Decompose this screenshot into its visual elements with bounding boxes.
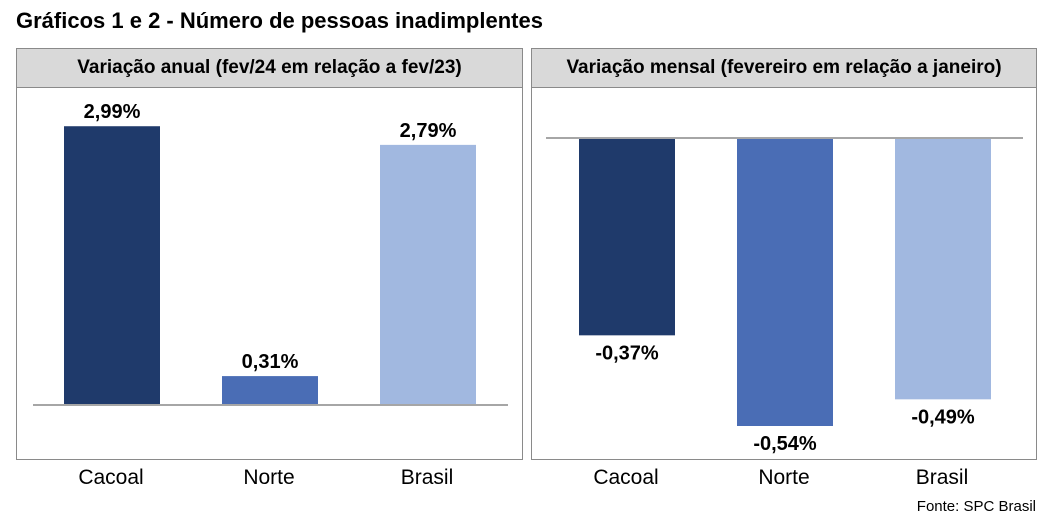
annual-variation-chart: Variação anual (fev/24 em relação a fev/… [16, 48, 523, 460]
monthly-chart-title: Variação mensal (fevereiro em relação a … [532, 49, 1036, 88]
annual-category-label-norte: Norte [243, 466, 295, 489]
annual-bar-brasil [380, 144, 476, 405]
annual-value-label-brasil: 2,79% [400, 120, 457, 142]
monthly-value-label-norte: -0,54% [753, 433, 817, 455]
monthly-category-label-norte: Norte [758, 466, 810, 489]
monthly-value-label-cacoal: -0,37% [595, 342, 659, 364]
monthly-category-label-brasil: Brasil [915, 466, 969, 489]
monthly-bar-cacoal [579, 138, 675, 336]
monthly-bar-norte [737, 138, 833, 426]
page-title: Gráficos 1 e 2 - Número de pessoas inadi… [16, 8, 543, 33]
annual-value-label-cacoal: 2,99% [84, 101, 141, 123]
monthly-chart-plot: -0,37% -0,54% -0,49% [546, 137, 1023, 455]
annual-bar-norte [222, 376, 318, 405]
annual-value-label-norte: 0,31% [242, 351, 299, 373]
annual-chart-plot: 2,99% 0,31% 2,79% [33, 101, 508, 406]
monthly-variation-chart: Variação mensal (fevereiro em relação a … [531, 48, 1037, 460]
monthly-category-label-cacoal: Cacoal [593, 466, 659, 489]
monthly-value-label-brasil: -0,49% [911, 406, 975, 428]
annual-category-label-brasil: Brasil [400, 466, 454, 489]
monthly-bar-brasil [895, 138, 991, 400]
annual-bar-cacoal [64, 126, 160, 405]
source-note: Fonte: SPC Brasil [916, 498, 1036, 515]
annual-category-label-cacoal: Cacoal [78, 466, 144, 489]
annual-chart-title: Variação anual (fev/24 em relação a fev/… [17, 49, 522, 88]
